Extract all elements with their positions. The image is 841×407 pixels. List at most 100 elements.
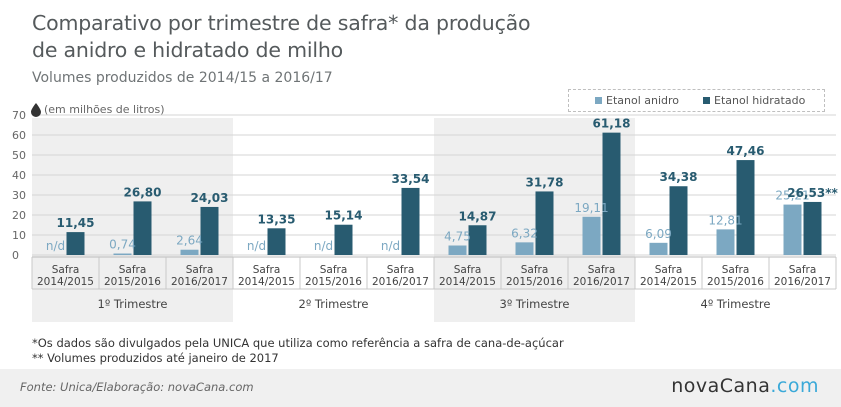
- category-label-line2: 2016/2017: [573, 276, 630, 288]
- data-label-hidratado: 26,53**: [787, 186, 838, 200]
- y-tick-label: 20: [12, 209, 26, 222]
- chart-subtitle: Volumes produzidos de 2014/15 a 2016/17: [32, 70, 333, 86]
- y-tick-label: 50: [12, 149, 26, 162]
- category-label-line2: 2016/2017: [774, 276, 831, 288]
- bar-hidratado: [133, 201, 152, 255]
- category-label-line1: Safra: [454, 264, 482, 276]
- data-label-anidro: 2,64: [176, 234, 203, 248]
- category-label-line2: 2014/2015: [439, 276, 496, 288]
- category-label-line1: Safra: [789, 264, 817, 276]
- group-label: 2º Trimestre: [299, 297, 369, 311]
- data-label-hidratado: 33,54: [392, 172, 430, 186]
- legend-swatch-hidratado: [703, 97, 710, 104]
- group-label: 1º Trimestre: [98, 297, 168, 311]
- title-line-1: Comparativo por trimestre de safra* da p…: [32, 11, 531, 35]
- data-label-hidratado: 26,80: [124, 185, 162, 199]
- data-label-hidratado: 47,46: [727, 144, 765, 158]
- group-label: 3º Trimestre: [500, 297, 570, 311]
- drop-icon: [31, 103, 41, 117]
- category-label-line1: Safra: [655, 264, 683, 276]
- bar-anidro: [716, 229, 735, 255]
- category-label-line1: Safra: [588, 264, 616, 276]
- legend-label-hidratado: Etanol hidratado: [714, 94, 806, 107]
- category-label-line1: Safra: [186, 264, 214, 276]
- data-label-hidratado: 34,38: [660, 170, 698, 184]
- logo-main: novaCana: [671, 375, 771, 397]
- bar-anidro: [113, 253, 132, 255]
- y-tick-label: 30: [12, 189, 26, 202]
- bar-anidro: [180, 249, 199, 255]
- data-label-anidro: 6,09: [645, 227, 672, 241]
- legend-label-anidro: Etanol anidro: [606, 94, 680, 107]
- y-tick-label: 10: [12, 229, 26, 242]
- data-label-anidro: 4,75: [444, 230, 471, 244]
- logo-accent: .com: [770, 375, 819, 397]
- category-label-line1: Safra: [387, 264, 415, 276]
- trimester-band: [434, 118, 635, 322]
- data-label-hidratado: 61,18: [593, 117, 631, 131]
- y-tick-label: 60: [12, 129, 26, 142]
- bar-hidratado: [66, 232, 85, 255]
- novacana-logo: novaCana.com: [671, 375, 819, 397]
- data-label-anidro: n/d: [314, 239, 333, 253]
- chart-legend: Etanol anidro Etanol hidratado: [568, 89, 825, 112]
- data-label-hidratado: 13,35: [258, 212, 296, 226]
- category-label-line2: 2014/2015: [37, 276, 94, 288]
- category-label-line1: Safra: [52, 264, 80, 276]
- data-label-hidratado: 24,03: [191, 191, 229, 205]
- category-label-line1: Safra: [253, 264, 281, 276]
- bar-anidro: [649, 242, 668, 255]
- bar-hidratado: [803, 201, 822, 255]
- data-label-anidro: n/d: [247, 239, 266, 253]
- data-label-hidratado: 14,87: [459, 209, 497, 223]
- footnotes: *Os dados são divulgados pela UNICA que …: [32, 336, 564, 366]
- data-label-hidratado: 31,78: [526, 175, 564, 189]
- trimester-band: [32, 118, 233, 322]
- bar-hidratado: [401, 187, 420, 255]
- category-label-line2: 2014/2015: [640, 276, 697, 288]
- category-label-line2: 2016/2017: [372, 276, 429, 288]
- category-label-line2: 2015/2016: [506, 276, 563, 288]
- bar-hidratado: [334, 224, 353, 255]
- bar-anidro: [515, 242, 534, 255]
- legend-swatch-anidro: [595, 97, 602, 104]
- data-label-anidro: 19,11: [574, 201, 608, 215]
- category-label-line2: 2015/2016: [104, 276, 161, 288]
- bar-anidro: [582, 216, 601, 255]
- bar-anidro: [448, 245, 467, 255]
- category-label-line2: 2014/2015: [238, 276, 295, 288]
- bar-hidratado: [468, 225, 487, 255]
- y-tick-label: 40: [12, 169, 26, 182]
- category-label-line1: Safra: [119, 264, 147, 276]
- y-tick-label: 70: [12, 109, 26, 122]
- data-label-anidro: 25,21: [775, 189, 809, 203]
- data-label-hidratado: 11,45: [57, 216, 95, 230]
- data-label-anidro: n/d: [381, 239, 400, 253]
- group-label: 4º Trimestre: [701, 297, 771, 311]
- category-label-line2: 2015/2016: [305, 276, 362, 288]
- category-label-line2: 2015/2016: [707, 276, 764, 288]
- category-label-line1: Safra: [722, 264, 750, 276]
- legend-item-hidratado: Etanol hidratado: [703, 94, 805, 107]
- bar-anidro: [783, 204, 802, 255]
- y-tick-label: 0: [12, 249, 19, 262]
- legend-item-anidro: Etanol anidro: [595, 94, 679, 107]
- data-label-anidro: 12,81: [708, 213, 742, 227]
- bar-hidratado: [736, 160, 755, 255]
- source-note: Fonte: Unica/Elaboração: novaCana.com: [20, 380, 254, 394]
- footnote-2: ** Volumes produzidos até janeiro de 201…: [32, 351, 279, 365]
- category-label-line2: 2016/2017: [171, 276, 228, 288]
- bar-hidratado: [535, 191, 554, 255]
- category-label-line1: Safra: [320, 264, 348, 276]
- data-label-anidro: 6,32: [511, 226, 538, 240]
- bar-hidratado: [200, 206, 219, 255]
- chart-title: Comparativo por trimestre de safra* da p…: [32, 10, 632, 64]
- bar-hidratado: [267, 228, 286, 255]
- bar-chart: 0 10 20 30 40 50 60 70 n/d 11,45 0,74 26,80 2,64 24,…: [12, 103, 838, 322]
- data-label-anidro: 0,74: [109, 238, 136, 252]
- bar-hidratado: [669, 186, 688, 255]
- unit-label: (em milhões de litros): [44, 103, 165, 116]
- data-label-hidratado: 15,14: [325, 209, 363, 223]
- data-label-anidro: n/d: [46, 239, 65, 253]
- footer: Fonte: Unica/Elaboração: novaCana.com no…: [0, 369, 841, 407]
